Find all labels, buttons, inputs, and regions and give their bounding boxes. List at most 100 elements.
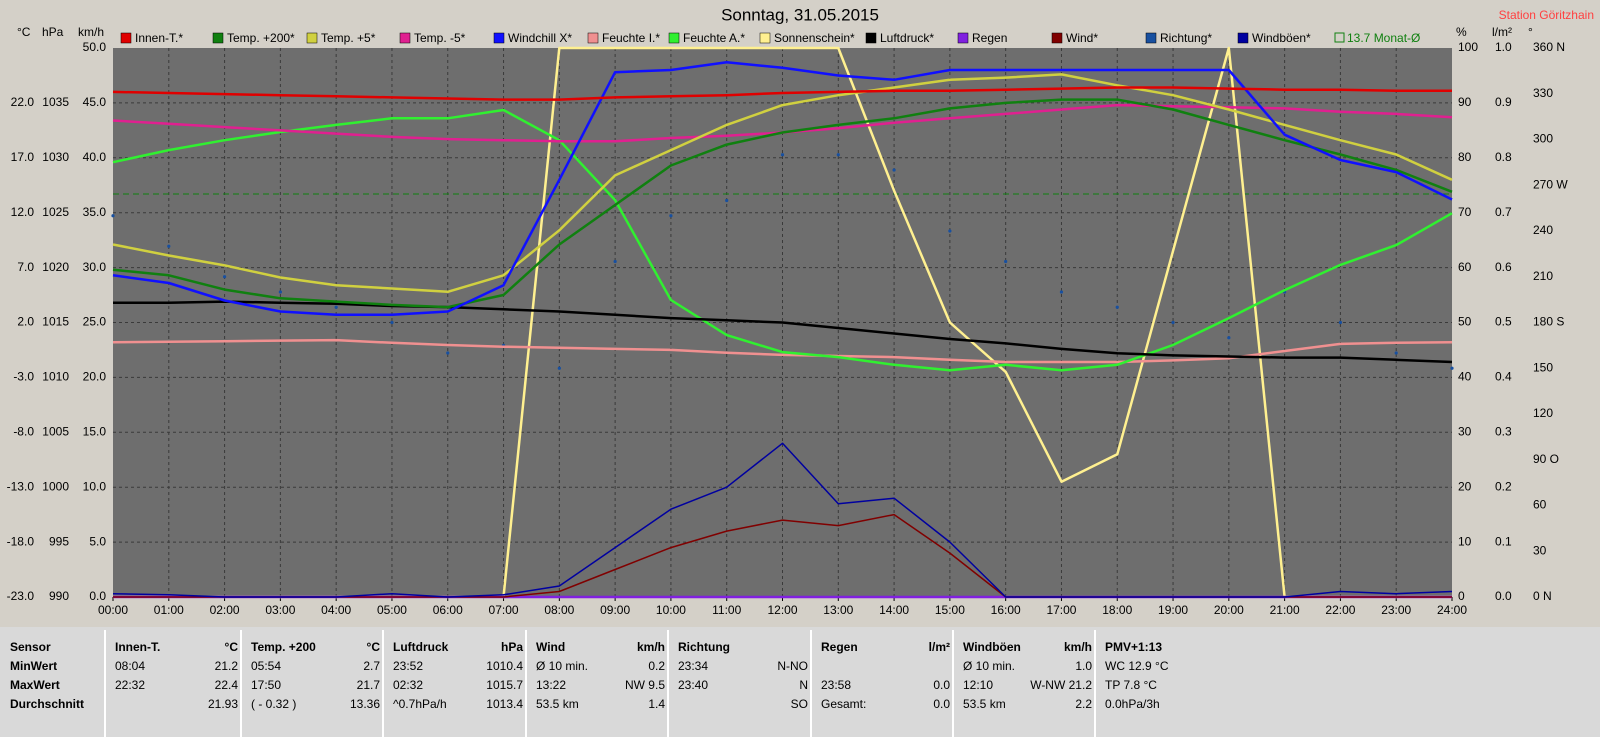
axis-unit: km/h	[78, 25, 104, 39]
direction-dot	[836, 153, 840, 157]
x-tick-label: 16:00	[991, 603, 1021, 617]
table-value: 1013.4	[486, 697, 523, 711]
table-value: 1.0	[1075, 659, 1092, 673]
direction-dot	[334, 305, 338, 309]
table-time: 22:32	[115, 678, 145, 692]
y-tick-label: 1015	[42, 315, 69, 329]
y-tick-label: 70	[1458, 205, 1472, 219]
legend-label: Luftdruck*	[880, 31, 934, 45]
legend-swatch	[957, 32, 969, 44]
y-tick-label: 0.0	[89, 589, 106, 603]
table-value: 1010.4	[486, 659, 523, 673]
table-value: 1015.7	[486, 678, 523, 692]
direction-dot	[167, 244, 171, 248]
y-tick-label: 150	[1533, 360, 1553, 374]
y-tick-label: 1005	[42, 424, 69, 438]
y-tick-label: 20	[1458, 479, 1472, 493]
table-time: Ø 10 min.	[963, 659, 1015, 673]
y-tick-label: 240	[1533, 223, 1553, 237]
y-tick-label: 5.0	[89, 534, 106, 548]
x-tick-label: 10:00	[656, 603, 686, 617]
y-tick-label: 15.0	[83, 424, 107, 438]
legend-swatch	[1051, 32, 1063, 44]
y-tick-label: 0.2	[1495, 479, 1512, 493]
table-unit: hPa	[501, 640, 523, 654]
series-line	[112, 73, 1453, 294]
axis-unit: hPa	[42, 25, 64, 39]
legend-label: Sonnenschein*	[774, 31, 855, 45]
legend-swatch	[587, 32, 599, 44]
legend-swatch	[1334, 32, 1345, 43]
table-time: 17:50	[251, 678, 281, 692]
y-tick-label: 0	[1458, 589, 1465, 603]
direction-dot	[278, 290, 282, 294]
legend-swatch	[865, 32, 877, 44]
y-tick-label: 995	[49, 534, 69, 548]
x-tick-label: 00:00	[98, 603, 128, 617]
direction-dot	[1450, 366, 1454, 370]
x-tick-label: 22:00	[1325, 603, 1355, 617]
direction-dot	[892, 168, 896, 172]
legend-label: Richtung*	[1160, 31, 1212, 45]
table-value: 0.0	[933, 678, 950, 692]
table-value: N-NO	[777, 659, 808, 673]
table-unit: °C	[225, 640, 239, 654]
direction-dot	[1394, 351, 1398, 355]
x-tick-label: 08:00	[544, 603, 574, 617]
direction-dot	[446, 351, 450, 355]
y-tick-label: 0.6	[1495, 260, 1512, 274]
y-tick-label: 40.0	[83, 150, 107, 164]
legend-swatch	[1237, 32, 1249, 44]
axis-unit: °C	[17, 25, 31, 39]
row-label: MaxWert	[10, 678, 60, 692]
direction-dot	[390, 320, 394, 325]
y-tick-label: 30.0	[83, 260, 107, 274]
direction-dot	[948, 229, 952, 233]
row-label: Durchschnitt	[10, 697, 84, 711]
x-tick-label: 09:00	[600, 603, 630, 617]
y-tick-label: 0.8	[1495, 150, 1512, 164]
axis-unit: l/m²	[1492, 25, 1512, 39]
table-area	[0, 627, 1600, 737]
y-tick-label: 22.0	[11, 95, 35, 109]
table-unit: km/h	[637, 640, 665, 654]
axis-unit: °	[1528, 25, 1533, 39]
x-tick-label: 01:00	[154, 603, 184, 617]
legend-swatch	[759, 32, 771, 44]
legend-label: Wind*	[1066, 31, 1098, 45]
y-tick-label: 25.0	[83, 315, 107, 329]
y-tick-label: 180 S	[1533, 315, 1564, 329]
table-header: PMV+1:13	[1105, 640, 1162, 654]
y-tick-label: 60	[1533, 498, 1547, 512]
direction-dot	[111, 214, 115, 218]
y-tick-label: 7.0	[17, 260, 34, 274]
table-value: 22.4	[215, 678, 239, 692]
x-tick-label: 14:00	[879, 603, 909, 617]
y-tick-label: 35.0	[83, 205, 107, 219]
table-time: 12:10	[963, 678, 993, 692]
x-tick-label: 02:00	[210, 603, 240, 617]
y-tick-label: 0.9	[1495, 95, 1512, 109]
table-time: Ø 10 min.	[536, 659, 588, 673]
y-tick-label: 10	[1458, 534, 1472, 548]
x-tick-label: 19:00	[1158, 603, 1188, 617]
table-value: N	[799, 678, 808, 692]
y-tick-label: 60	[1458, 260, 1472, 274]
y-tick-label: 0.3	[1495, 424, 1512, 438]
y-tick-label: 20.0	[83, 370, 107, 384]
y-tick-label: 100	[1458, 40, 1478, 54]
x-tick-label: 18:00	[1102, 603, 1132, 617]
legend-label: Innen-T.*	[135, 31, 183, 45]
legend-swatch	[668, 32, 680, 44]
table-time: 08:04	[115, 659, 145, 673]
y-tick-label: 1035	[42, 95, 69, 109]
table-value: 1.4	[648, 697, 665, 711]
y-tick-label: 1020	[42, 260, 69, 274]
table-header: Richtung	[678, 640, 730, 654]
y-tick-label: 0.5	[1495, 315, 1512, 329]
y-tick-label: 0.7	[1495, 205, 1512, 219]
legend-label: Windchill X*	[508, 31, 572, 45]
x-tick-label: 07:00	[489, 603, 519, 617]
y-tick-label: 330	[1533, 86, 1553, 100]
y-tick-label: 40	[1458, 370, 1472, 384]
